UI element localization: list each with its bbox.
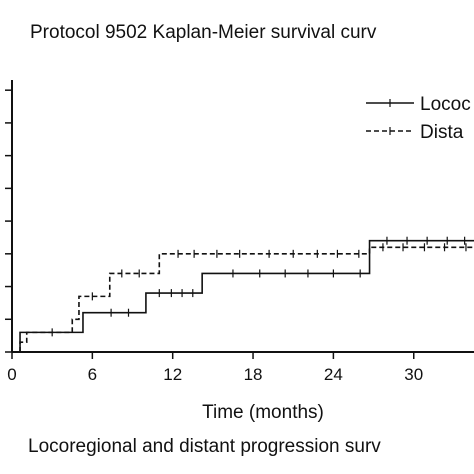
legend-label-1: Dista — [420, 122, 464, 143]
plot-area: 0 6 12 18 24 30 — [5, 80, 474, 384]
series-line-1 — [12, 246, 474, 353]
x-axis-label: Time (months) — [202, 402, 324, 423]
x-tick-label-0: 0 — [7, 365, 16, 384]
x-tick-label-1: 6 — [88, 365, 97, 384]
chart-title: Protocol 9502 Kaplan-Meier survival curv — [30, 22, 377, 43]
x-tick-label-4: 24 — [324, 365, 343, 384]
legend: Lococ Dista — [366, 94, 471, 143]
x-tick-label-3: 18 — [244, 365, 263, 384]
legend-label-0: Lococ — [420, 94, 471, 115]
series-line-0 — [12, 239, 474, 353]
chart-caption: Locoregional and distant progression sur… — [28, 436, 381, 457]
x-tick-label-2: 12 — [163, 365, 182, 384]
x-tick-label-5: 30 — [404, 365, 423, 384]
